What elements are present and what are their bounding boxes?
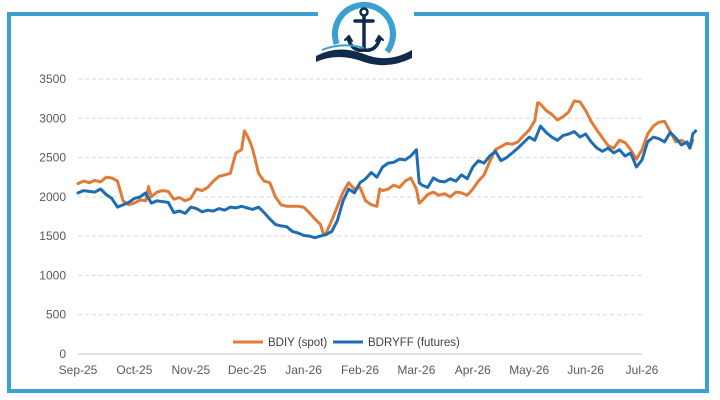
legend: BDIY (spot) BDRYFF (futures) bbox=[233, 337, 460, 349]
series-line-bdiy-spot bbox=[76, 99, 695, 236]
series-lines bbox=[76, 99, 698, 240]
x-tick-label: Jan-26 bbox=[285, 363, 322, 377]
y-tick-label: 3000 bbox=[39, 111, 66, 125]
x-tick-label: Oct-25 bbox=[116, 363, 152, 377]
anchor-logo-icon bbox=[316, 2, 412, 66]
y-tick-label: 0 bbox=[59, 347, 66, 361]
x-tick-label: Jul-26 bbox=[626, 363, 659, 377]
x-tick-label: Dec-25 bbox=[228, 363, 267, 377]
x-tick-label: May-26 bbox=[509, 363, 549, 377]
legend-label: BDIY (spot) bbox=[268, 337, 327, 349]
y-tick-label: 500 bbox=[46, 308, 66, 322]
y-tick-label: 1500 bbox=[39, 229, 66, 243]
x-tick-label: Mar-26 bbox=[397, 363, 435, 377]
x-axis-ticks: Sep-25 Oct-25 Nov-25 Dec-25 Jan-26 Feb-26 Mar-… bbox=[59, 363, 659, 377]
y-tick-label: 2500 bbox=[39, 151, 66, 165]
x-tick-label: Jun-26 bbox=[567, 363, 604, 377]
x-tick-label: Sep-25 bbox=[59, 363, 98, 377]
y-tick-label: 2000 bbox=[39, 190, 66, 204]
series-line-bdryff-futures bbox=[76, 124, 698, 240]
legend-label: BDRYFF (futures) bbox=[368, 337, 460, 349]
gridlines bbox=[78, 78, 642, 316]
x-tick-label: Apr-26 bbox=[455, 363, 491, 377]
x-tick-label: Nov-25 bbox=[171, 363, 210, 377]
wave-shape bbox=[316, 49, 412, 66]
y-tick-label: 3500 bbox=[39, 72, 66, 86]
y-tick-label: 1000 bbox=[39, 268, 66, 282]
x-tick-label: Feb-26 bbox=[341, 363, 379, 377]
y-axis-ticks: 0 500 1000 1500 2000 2500 3000 3500 bbox=[39, 72, 66, 361]
